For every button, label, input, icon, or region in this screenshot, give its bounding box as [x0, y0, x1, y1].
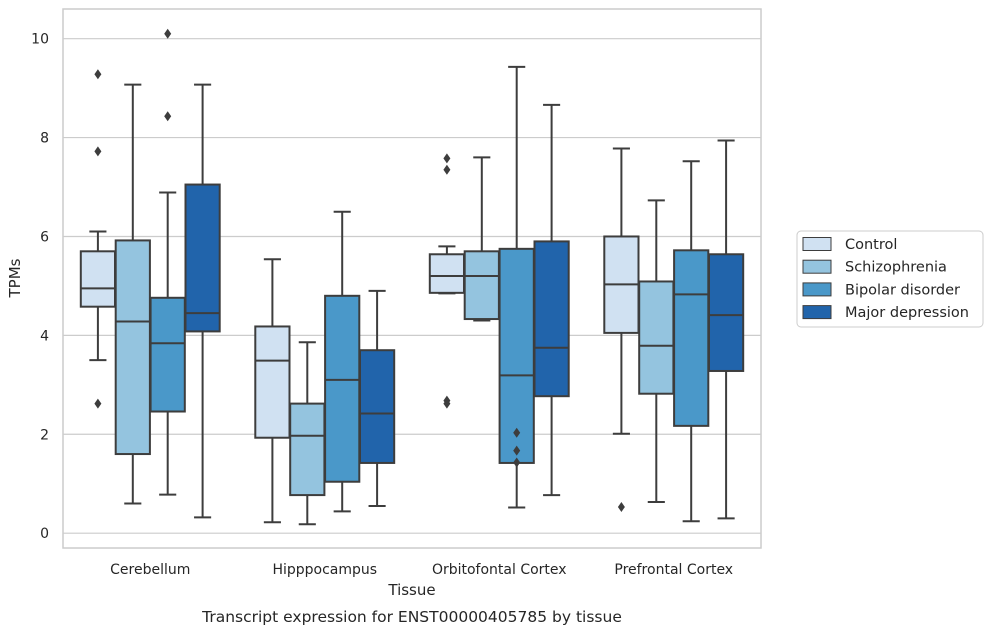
- x-tick-label: Hipppocampus: [272, 562, 377, 578]
- iqr-box: [463, 250, 500, 321]
- iqr-box: [428, 253, 466, 294]
- outlier-point: [443, 164, 451, 175]
- outlier-point: [94, 69, 102, 80]
- box-major-depression: [184, 83, 221, 519]
- y-tick-label: 6: [40, 229, 49, 245]
- box-schizophrenia: [289, 341, 326, 526]
- box-bipolar-disorder: [673, 160, 710, 523]
- outlier-point: [513, 427, 521, 438]
- legend-label: Schizophrenia: [845, 260, 947, 276]
- x-axis-label: Tissue: [387, 581, 435, 599]
- legend-label: Control: [845, 237, 897, 253]
- box-control: [79, 69, 117, 409]
- x-tick-label: Prefrontal Cortex: [614, 562, 733, 578]
- box-schizophrenia: [463, 156, 500, 322]
- x-tick-label: Cerebellum: [110, 562, 190, 578]
- y-tick-label: 8: [40, 131, 49, 147]
- y-tick-labels: 0 2 4 6 8 10: [31, 32, 49, 542]
- iqr-box: [254, 325, 291, 439]
- box-major-depression: [707, 139, 745, 520]
- iqr-box: [289, 402, 326, 497]
- plot-area: [62, 8, 762, 549]
- legend-swatch: [802, 282, 832, 297]
- outlier-point: [513, 457, 521, 468]
- legend-label: Bipolar disorder: [845, 282, 960, 298]
- y-axis-label: TPMs: [6, 258, 24, 298]
- box-schizophrenia: [638, 199, 675, 504]
- iqr-box: [79, 250, 117, 308]
- legend-frame: [796, 230, 984, 328]
- iqr-box: [324, 294, 361, 483]
- legend-items: Control Schizophrenia Bipolar disorder Majo…: [802, 237, 969, 321]
- box-bipolar-disorder: [324, 210, 361, 513]
- iqr-box: [498, 247, 535, 464]
- iqr-box: [533, 240, 570, 398]
- y-tick-label: 10: [31, 32, 49, 48]
- plot-frame: [62, 8, 762, 549]
- outlier-point: [94, 398, 102, 409]
- y-tick-label: 2: [40, 427, 49, 443]
- outlier-point: [94, 146, 102, 157]
- legend-swatch: [802, 305, 832, 320]
- box-schizophrenia: [114, 83, 151, 505]
- iqr-box: [707, 253, 745, 372]
- outlier-point: [164, 111, 172, 122]
- outlier-point: [513, 445, 521, 456]
- outlier-point: [617, 501, 625, 512]
- iqr-box: [638, 280, 675, 395]
- box-control: [254, 258, 291, 524]
- y-tick-label: 0: [40, 526, 49, 542]
- plot-background: [63, 9, 761, 548]
- box-bipolar-disorder: [498, 65, 535, 509]
- iqr-box: [184, 183, 221, 333]
- iqr-box: [114, 239, 151, 456]
- x-tick-label: Orbitofontal Cortex: [432, 562, 567, 578]
- outlier-point: [443, 398, 451, 409]
- chart-caption: Transcript expression for ENST0000040578…: [201, 608, 622, 626]
- box-layer: [79, 28, 745, 526]
- legend-label: Major depression: [845, 305, 969, 321]
- legend-swatch: [802, 259, 832, 274]
- iqr-box: [358, 349, 396, 464]
- y-tick-label: 4: [40, 328, 49, 344]
- box-major-depression: [533, 103, 570, 497]
- iqr-box: [673, 249, 710, 427]
- x-tick-labels: Cerebellum Hipppocampus Orbitofontal Corte…: [110, 562, 733, 578]
- legend-swatch: [802, 237, 832, 251]
- box-bipolar-disorder: [149, 28, 186, 496]
- outlier-point: [443, 153, 451, 164]
- legend: Control Schizophrenia Bipolar disorder Majo…: [796, 230, 984, 328]
- box-control: [428, 153, 466, 409]
- iqr-box: [149, 296, 186, 413]
- outlier-point: [164, 28, 172, 39]
- box-major-depression: [358, 289, 396, 507]
